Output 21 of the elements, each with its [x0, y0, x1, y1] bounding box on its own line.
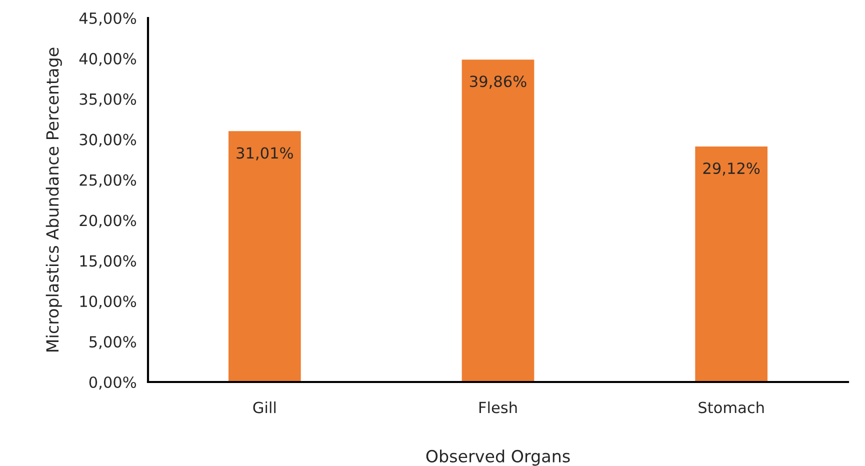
y-tick-label: 45,00% [79, 12, 136, 26]
y-tick-label: 25,00% [80, 174, 136, 188]
x-tick-label: Gill [253, 401, 276, 414]
y-tick-label: 10,00% [80, 296, 136, 309]
y-axis-title: Microplastics Abundance Percentage [46, 48, 62, 352]
x-axis-title: Observed Organs [426, 450, 570, 466]
y-tick-label: 20,00% [80, 214, 136, 228]
data-label: 31,01% [236, 147, 293, 160]
data-label: 39,86% [470, 76, 526, 89]
bar [228, 131, 301, 382]
bar [695, 146, 768, 382]
x-tick-label: Stomach [698, 401, 764, 414]
bar [462, 60, 534, 382]
data-label: 29,12% [703, 162, 760, 176]
y-tick-label: 40,00% [79, 52, 136, 66]
y-tick-label: 35,00% [80, 93, 136, 106]
x-tick-label: Flesh [479, 401, 517, 414]
y-tick-label: 5,00% [90, 336, 136, 350]
y-tick-label: 0,00% [89, 376, 136, 390]
y-tick-label: 15,00% [80, 255, 136, 268]
y-tick-label: 30,00% [80, 134, 136, 147]
